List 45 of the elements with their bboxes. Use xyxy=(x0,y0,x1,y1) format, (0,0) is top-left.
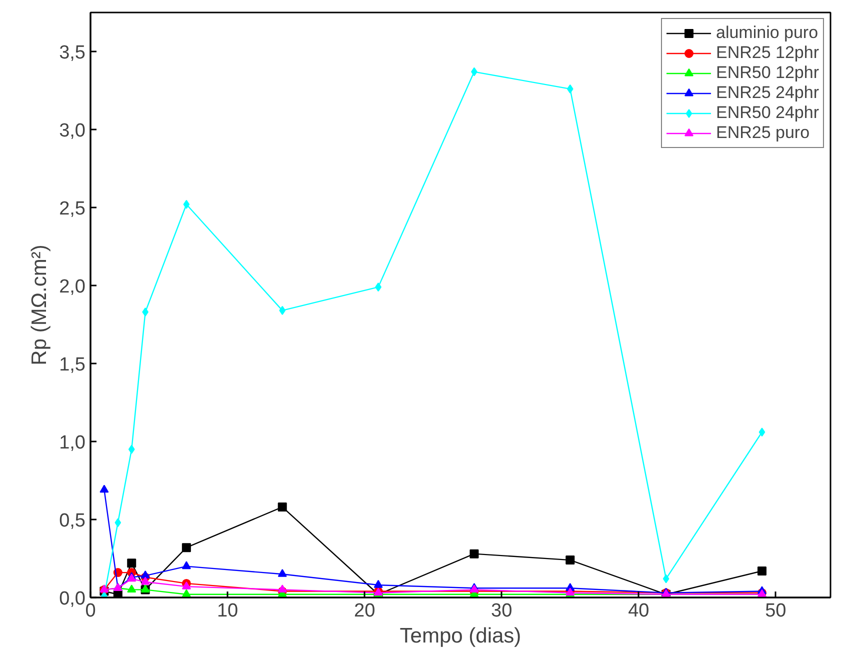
x-axis-title: Tempo (dias) xyxy=(400,624,522,648)
point xyxy=(128,444,135,454)
x-tick-label: 30 xyxy=(491,600,512,622)
legend-label: ENR50 12phr xyxy=(716,63,819,83)
point xyxy=(183,200,190,209)
point xyxy=(100,484,109,493)
point xyxy=(278,584,287,593)
y-tick-label: 0,5 xyxy=(59,510,86,532)
point xyxy=(140,570,150,578)
point xyxy=(182,543,191,552)
x-tick-label: 50 xyxy=(765,600,786,622)
point xyxy=(114,518,122,528)
point xyxy=(278,502,287,512)
point xyxy=(758,428,766,437)
point xyxy=(566,556,575,565)
y-tick-label: 2,5 xyxy=(59,198,86,220)
y-tick-label: 1,5 xyxy=(59,354,86,376)
point xyxy=(278,568,287,577)
x-tick-label: 10 xyxy=(216,600,238,622)
point xyxy=(470,549,479,558)
point xyxy=(182,561,191,570)
y-tick-label: 2,0 xyxy=(59,276,86,298)
legend-label: ENR25 puro xyxy=(716,123,810,143)
point xyxy=(127,558,136,568)
point xyxy=(127,584,136,593)
y-tick-label: 3,5 xyxy=(59,42,86,64)
legend-label: ENR25 12phr xyxy=(716,43,819,63)
point xyxy=(662,574,670,584)
x-tick-label: 20 xyxy=(354,600,376,622)
y-tick-label: 0,0 xyxy=(59,588,86,610)
y-tick-label: 3,0 xyxy=(59,120,86,142)
y-axis-title: Rp (MΩ.cm²) xyxy=(28,244,52,366)
point xyxy=(566,84,574,94)
x-tick-label: 0 xyxy=(85,600,96,622)
point xyxy=(140,576,150,585)
x-tick-label: 40 xyxy=(628,600,650,622)
point xyxy=(757,566,766,576)
point xyxy=(279,306,286,315)
point xyxy=(374,580,383,588)
legend-label: ENR25 24phr xyxy=(716,83,819,103)
y-tick-label: 1,0 xyxy=(59,432,86,454)
point xyxy=(182,589,191,598)
point xyxy=(182,581,191,590)
legend-label: aluminio puro xyxy=(716,23,818,43)
legend-label: ENR50 24phr xyxy=(716,103,819,123)
